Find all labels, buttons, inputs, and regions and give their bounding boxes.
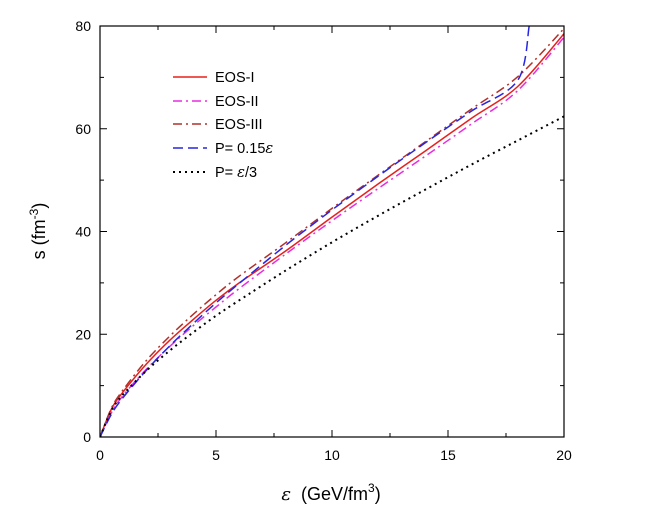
- legend-label-p-eps-3-symbol: ε: [237, 165, 245, 181]
- y-axis-title-sup: -3: [27, 208, 41, 219]
- curves-layer: [100, 26, 564, 437]
- plot-frame: [99, 25, 565, 438]
- legend-label-p-015-eps-prefix: P= 0.15: [215, 141, 265, 157]
- y-axis-title-text: s (fm: [29, 219, 49, 259]
- series-line-1: [100, 36, 564, 437]
- x-tick-label: 15: [440, 447, 456, 463]
- legend-entry-p-015-eps: P= 0.15ε: [173, 141, 273, 157]
- x-axis-title: ε (GeV/fm3): [281, 481, 380, 505]
- x-tick-label: 0: [96, 447, 104, 463]
- y-axis-title: s (fm-3): [27, 203, 49, 260]
- legend-label-p-015-eps: P= 0.15ε: [215, 141, 273, 157]
- y-tick-label: 0: [83, 429, 91, 445]
- y-tick-label: 40: [75, 224, 91, 240]
- x-axis-title-sup: 3: [368, 481, 375, 495]
- legend-entry-eos-ii: EOS-II: [173, 94, 259, 110]
- series-line-4: [100, 115, 564, 437]
- series-line-2: [100, 28, 564, 437]
- x-tick-label: 10: [324, 447, 340, 463]
- x-tick-label: 20: [556, 447, 572, 463]
- axis-ticks: 0 5 10 15 20 0 20 40 60 80: [75, 18, 572, 463]
- legend-label-eos-ii: EOS-II: [215, 94, 259, 110]
- x-axis-title-end: ): [375, 484, 381, 504]
- legend-label-p-eps-3-suffix: /3: [245, 165, 257, 181]
- y-axis-title-end: ): [29, 203, 49, 209]
- legend-label-eos-i: EOS-I: [215, 70, 254, 86]
- x-tick-label: 5: [212, 447, 220, 463]
- y-tick-label: 20: [75, 326, 91, 342]
- legend-label-p-eps-3-prefix: P=: [215, 165, 237, 181]
- legend-label-eos-ii-text: EOS-II: [215, 94, 259, 110]
- legend-label-p-015-eps-symbol: ε: [265, 141, 273, 157]
- legend-entry-eos-i: EOS-I: [173, 70, 254, 86]
- x-axis-title-symbol: ε: [281, 484, 291, 505]
- series-line-0: [100, 33, 564, 437]
- legend-label-eos-iii-text: EOS-III: [215, 117, 263, 133]
- legend-label-p-eps-3: P= ε/3: [215, 165, 257, 181]
- legend-label-eos-i-text: EOS-I: [215, 70, 254, 86]
- legend-entry-p-eps-3: P= ε/3: [173, 165, 257, 181]
- y-tick-label: 80: [75, 18, 91, 34]
- x-axis-title-units: (GeV/fm: [301, 484, 368, 504]
- legend-entry-eos-iii: EOS-III: [173, 117, 263, 133]
- y-tick-label: 60: [75, 121, 91, 137]
- legend-label-eos-iii: EOS-III: [215, 117, 263, 133]
- legend: EOS-I EOS-II EOS-III P= 0.15ε P= ε/3: [173, 70, 273, 181]
- series-line-3: [100, 26, 530, 437]
